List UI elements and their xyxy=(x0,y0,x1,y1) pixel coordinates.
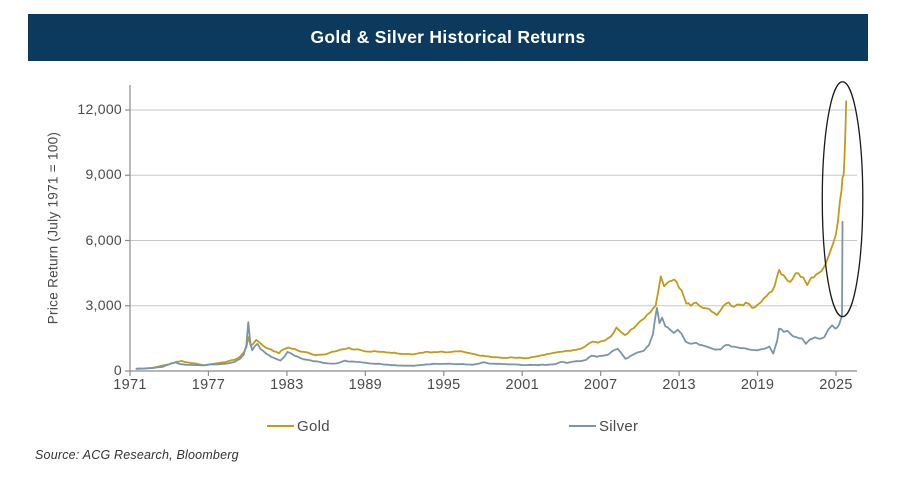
x-tick-label: 2007 xyxy=(583,377,618,393)
legend-item-silver: Silver xyxy=(569,417,638,435)
x-tick-label: 1971 xyxy=(113,377,147,393)
x-tick-label: 2025 xyxy=(819,377,853,393)
x-tick-label: 1977 xyxy=(191,377,226,393)
gold-line-swatch xyxy=(267,425,294,427)
silver-legend-label: Silver xyxy=(599,417,639,435)
y-tick-label: 9,000 xyxy=(85,166,122,183)
silver-line-swatch xyxy=(569,425,596,427)
source-credit: Source: ACG Research, Bloomberg xyxy=(35,448,239,462)
x-tick-label: 2019 xyxy=(740,377,775,393)
x-tick-label: 1989 xyxy=(348,377,383,393)
x-tick-label: 2013 xyxy=(662,377,696,393)
legend-item-gold: Gold xyxy=(267,417,330,435)
title-bar: Gold & Silver Historical Returns xyxy=(28,14,868,61)
y-tick-label: 3,000 xyxy=(85,296,122,313)
chart-title: Gold & Silver Historical Returns xyxy=(310,27,586,47)
x-tick-label: 1983 xyxy=(270,377,304,393)
y-tick-label: 6,000 xyxy=(85,231,122,248)
y-tick-label: 0 xyxy=(113,362,122,378)
x-tick-label: 1995 xyxy=(427,377,461,393)
y-axis-title: Price Return (July 1971 = 100) xyxy=(45,131,61,325)
silver-line xyxy=(135,220,844,370)
x-tick-label: 2001 xyxy=(505,377,539,393)
gold-line xyxy=(135,100,848,370)
gold-legend-label: Gold xyxy=(297,417,330,435)
y-tick-label: 12,000 xyxy=(77,101,122,117)
highlight-ellipse xyxy=(821,81,864,318)
